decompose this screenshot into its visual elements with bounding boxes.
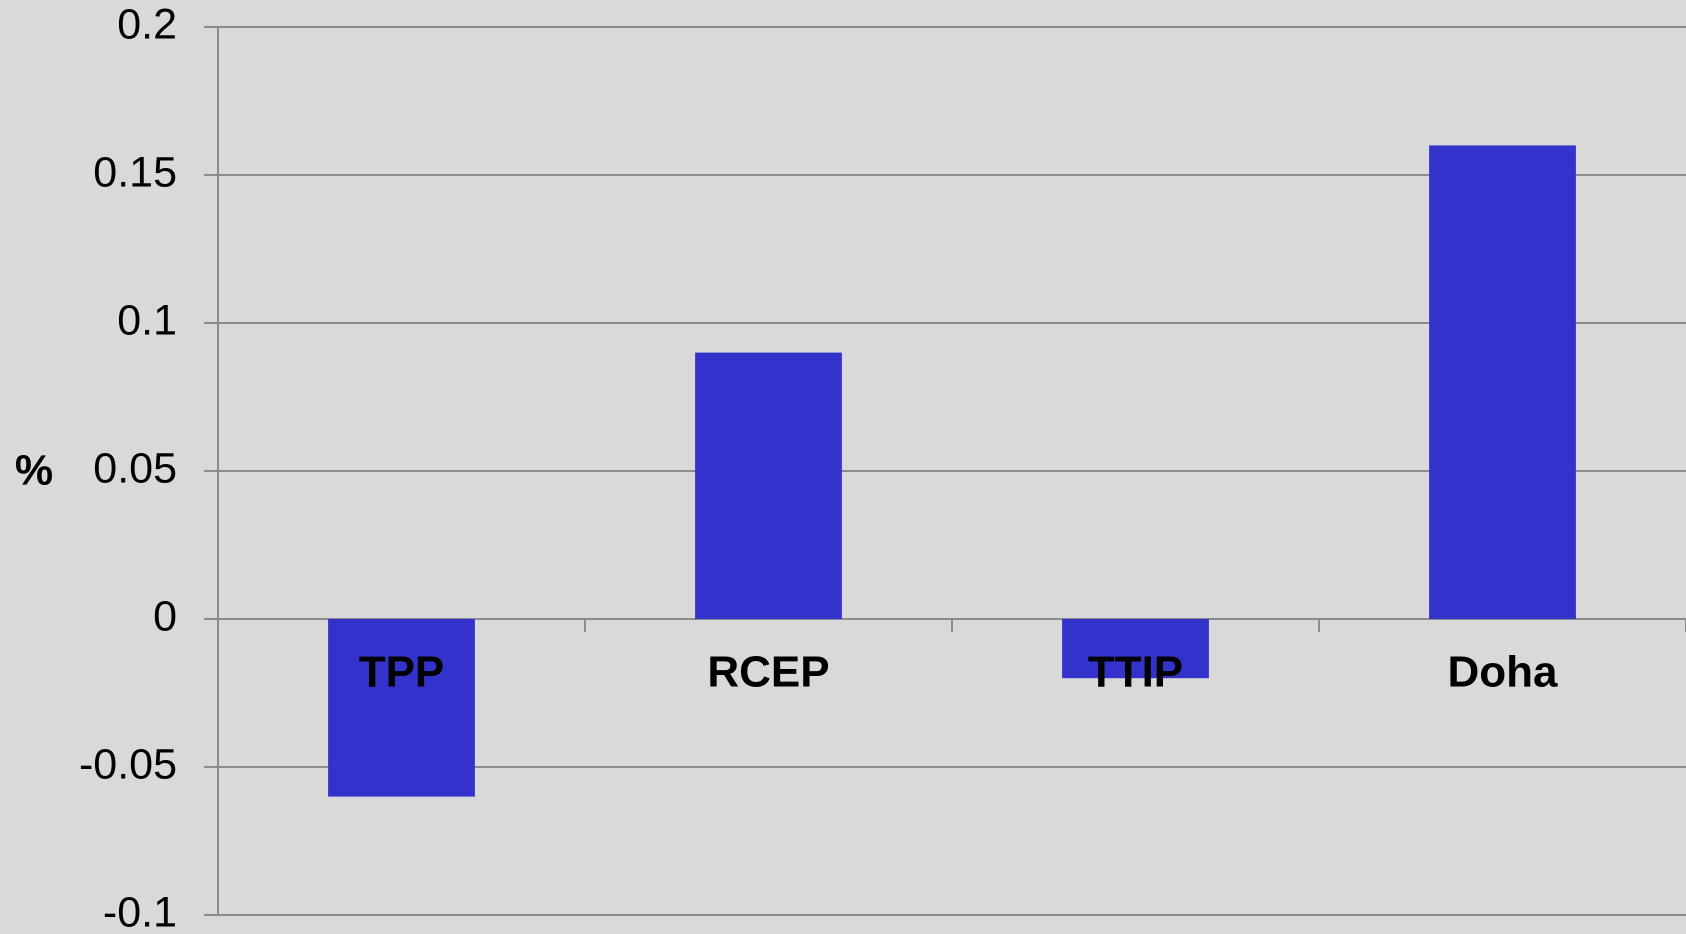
bar bbox=[1429, 145, 1576, 619]
y-tick-label: 0 bbox=[153, 592, 177, 640]
y-tick-label: -0.1 bbox=[103, 888, 177, 934]
y-axis-label: % bbox=[15, 446, 53, 494]
y-tick-label: 0.05 bbox=[93, 444, 177, 492]
bar bbox=[1062, 619, 1209, 679]
x-tick-label: Doha bbox=[1448, 648, 1559, 697]
y-tick-label: -0.05 bbox=[79, 740, 177, 788]
y-tick-label: 0.2 bbox=[117, 0, 177, 48]
y-tick-label: 0.1 bbox=[117, 296, 177, 344]
x-tick-label: TPP bbox=[359, 648, 445, 697]
x-tick-label: RCEP bbox=[707, 648, 829, 697]
x-tick-label: TTIP bbox=[1088, 648, 1183, 697]
bar bbox=[695, 352, 842, 619]
y-tick-label: 0.15 bbox=[93, 148, 177, 196]
bar bbox=[328, 619, 475, 797]
